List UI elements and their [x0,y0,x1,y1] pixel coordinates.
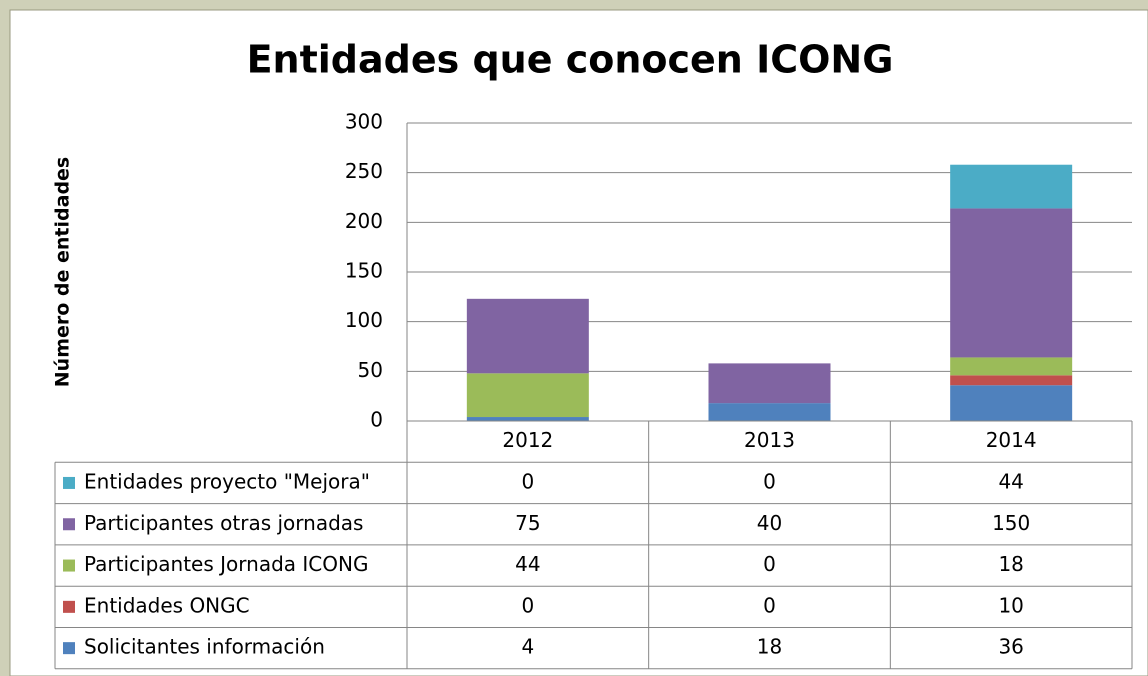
legend-label: Participantes otras jornadas [84,511,363,535]
y-tick-label: 150 [345,259,383,283]
bar-segment [950,357,1073,376]
table-value: 0 [763,593,776,617]
table-value: 0 [521,593,534,617]
y-axis-label: Número de entidades [52,157,74,387]
table-value: 18 [757,635,782,659]
x-tick-label: 2013 [744,428,795,452]
x-tick-label: 2014 [986,428,1037,452]
bar-segment [950,164,1073,209]
table-value: 150 [992,511,1030,535]
legend-label: Participantes Jornada ICONG [84,552,368,576]
legend-key [63,476,75,489]
legend-key [63,600,75,613]
bar-segment [708,363,831,404]
table-value: 44 [998,469,1023,493]
bar-segment [466,298,589,374]
bar-segment [466,373,589,418]
table-value: 44 [515,552,540,576]
y-tick-label: 0 [370,408,383,432]
bar-segment [466,417,589,421]
table-value: 0 [521,469,534,493]
legend-label: Solicitantes información [84,635,325,659]
legend-label: Entidades proyecto "Mejora" [84,469,370,493]
table-value: 4 [521,635,534,659]
y-tick-label: 200 [345,209,383,233]
table-value: 18 [998,552,1023,576]
table-value: 10 [998,593,1023,617]
y-tick-label: 300 [345,110,383,134]
bar-segment [950,375,1073,386]
bar-segment [950,385,1073,421]
y-tick-label: 100 [345,308,383,332]
table-value: 0 [763,469,776,493]
table-value: 75 [515,511,540,535]
x-tick-label: 2012 [502,428,553,452]
y-tick-label: 50 [358,358,383,382]
legend-label: Entidades ONGC [84,593,250,617]
legend-key [63,642,75,655]
bar-segment [708,403,831,421]
legend-key [63,518,75,531]
table-value: 36 [998,635,1023,659]
bar-segment [950,208,1073,358]
chart-title: Entidades que conocen ICONG [247,38,894,82]
legend-key [63,559,75,572]
table-value: 0 [763,552,776,576]
table-value: 40 [757,511,782,535]
y-tick-label: 250 [345,159,383,183]
